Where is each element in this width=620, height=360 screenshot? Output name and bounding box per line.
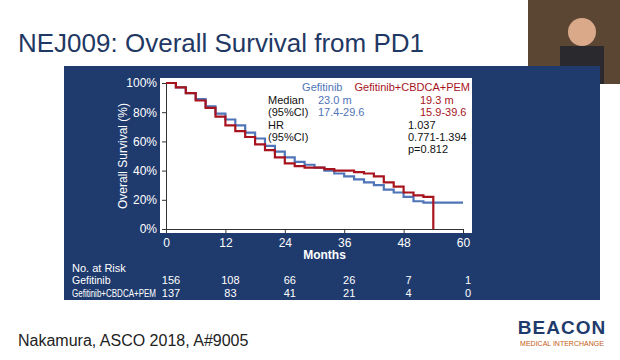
plot-marks bbox=[166, 83, 463, 229]
y-tick-label: 20% bbox=[133, 193, 157, 207]
risk-value: 4 bbox=[406, 287, 412, 299]
logo-text: BEACON bbox=[518, 317, 606, 338]
y-tick: 60% bbox=[133, 135, 166, 149]
risk-value: 156 bbox=[162, 274, 180, 286]
risk-row-label: Gefitinib+CBDCA+PEM bbox=[72, 287, 156, 299]
y-tick-mark bbox=[162, 141, 166, 142]
risk-table-title: No. at Risk bbox=[72, 262, 126, 274]
risk-row-label: Gefitinib bbox=[72, 274, 111, 286]
annotation-value: 15.9-39.6 bbox=[420, 106, 466, 118]
y-tick-label: 100% bbox=[126, 76, 157, 90]
y-tick: 40% bbox=[133, 164, 166, 178]
y-tick-label: 40% bbox=[133, 164, 157, 178]
plot-background bbox=[160, 78, 472, 233]
y-tick-mark bbox=[162, 83, 166, 84]
x-tick: 0 bbox=[163, 229, 170, 250]
y-tick-mark bbox=[162, 229, 166, 230]
risk-value: 26 bbox=[343, 274, 355, 286]
annotation-label: (95%CI) bbox=[268, 131, 308, 143]
logo-subtext: MEDICAL INTERCHANGE bbox=[520, 340, 604, 347]
background bbox=[0, 0, 620, 360]
risk-value: 108 bbox=[221, 274, 239, 286]
y-tick: 80% bbox=[133, 106, 166, 120]
x-axis: 0 12 24 36 48 60 bbox=[163, 229, 470, 250]
y-tick: 20% bbox=[133, 193, 166, 207]
annotation-value: 23.0 m bbox=[318, 94, 352, 106]
y-tick-mark bbox=[162, 171, 166, 172]
citation: Nakamura, ASCO 2018, A#9005 bbox=[18, 332, 248, 349]
y-tick-label: 60% bbox=[133, 135, 157, 149]
annotation-value: p=0.812 bbox=[408, 143, 448, 155]
risk-value: 1 bbox=[465, 274, 471, 286]
annotation-value: 0.771-1.394 bbox=[408, 131, 467, 143]
risk-value: 66 bbox=[284, 274, 296, 286]
risk-value: 7 bbox=[406, 274, 412, 286]
legend: Gefitinib Gefitinib+CBDCA+PEM bbox=[302, 81, 470, 93]
x-tick-mark bbox=[463, 229, 464, 233]
x-tick-mark bbox=[404, 229, 405, 233]
chart-panel bbox=[64, 66, 600, 300]
y-tick-mark bbox=[162, 200, 166, 201]
annotation-label: Median bbox=[268, 94, 304, 106]
x-tick-label: 0 bbox=[163, 236, 170, 250]
survival-curve bbox=[166, 83, 463, 203]
x-tick-mark bbox=[225, 229, 226, 233]
risk-value: 0 bbox=[465, 287, 471, 299]
x-tick: 36 bbox=[338, 229, 352, 250]
y-axis-title: Overall Survival (%) bbox=[116, 103, 130, 209]
annotation-value: 17.4-29.6 bbox=[318, 106, 364, 118]
logo: BEACON MEDICAL INTERCHANGE bbox=[518, 317, 606, 347]
x-axis-line bbox=[167, 230, 464, 234]
risk-value: 137 bbox=[162, 287, 180, 299]
survival-curve bbox=[166, 83, 433, 229]
x-tick-label: 48 bbox=[397, 236, 411, 250]
x-tick-mark bbox=[344, 229, 345, 233]
x-tick-label: 24 bbox=[279, 236, 293, 250]
annotations: Median 23.0 m 19.3 m (95%CI) 17.4-29.6 15.9-3… bbox=[268, 94, 467, 155]
x-tick-label: 60 bbox=[457, 236, 471, 250]
y-axis: 0% 20% 40% 60% 80% 100% bbox=[126, 76, 166, 236]
annotation-label: (95%CI) bbox=[268, 106, 308, 118]
x-tick-label: 12 bbox=[219, 236, 233, 250]
slide: NEJ009: Overall Survival from PD1 0 12 24 36… bbox=[0, 0, 620, 360]
legend-entry: Gefitinib bbox=[302, 81, 342, 93]
legend-entry: Gefitinib+CBDCA+PEM bbox=[354, 81, 470, 93]
risk-value: 41 bbox=[284, 287, 296, 299]
annotation-value: 19.3 m bbox=[420, 94, 454, 106]
y-tick-label: 80% bbox=[133, 106, 157, 120]
risk-value: 83 bbox=[224, 287, 236, 299]
x-tick: 24 bbox=[279, 229, 293, 250]
presenter-head bbox=[568, 18, 596, 46]
y-tick: 0% bbox=[140, 222, 166, 236]
x-axis-title: Months bbox=[303, 248, 346, 262]
y-axis-line bbox=[162, 84, 167, 230]
y-tick: 100% bbox=[126, 76, 166, 90]
risk-table: No. at RiskGefitinib 156 108 66 26 7 1 Gefitini… bbox=[72, 262, 471, 299]
x-tick: 12 bbox=[219, 229, 233, 250]
annotation-value: 1.037 bbox=[408, 119, 436, 131]
risk-value: 21 bbox=[343, 287, 355, 299]
annotation-label: HR bbox=[268, 119, 284, 131]
title: NEJ009: Overall Survival from PD1 bbox=[18, 28, 424, 58]
x-tick: 48 bbox=[397, 229, 411, 250]
x-tick-mark bbox=[285, 229, 286, 233]
y-tick-label: 0% bbox=[140, 222, 158, 236]
x-tick: 60 bbox=[457, 229, 471, 250]
y-tick-mark bbox=[162, 112, 166, 113]
